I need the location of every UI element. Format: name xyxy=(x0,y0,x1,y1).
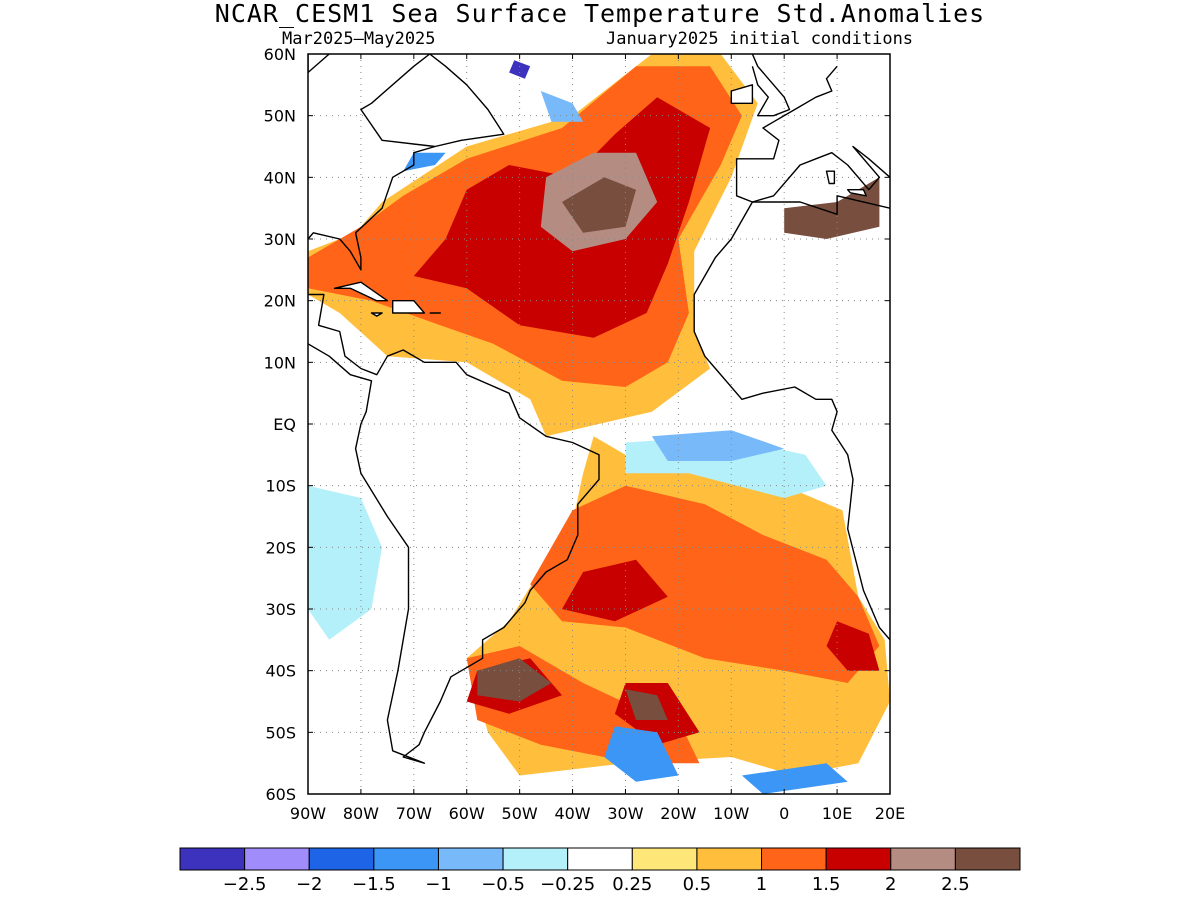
longitude-labels: 90W 80W 70W 60W 50W 40W 30W 20W 10W 0 10E 20E xyxy=(290,54,905,823)
colorbar-swatch xyxy=(825,847,892,871)
lon-label: 20W xyxy=(660,804,696,823)
anomaly-region-22 xyxy=(509,60,531,79)
colorbar-swatch xyxy=(437,847,504,871)
colorbar-label: −0.5 xyxy=(481,874,525,895)
anomaly-region-20 xyxy=(308,485,383,640)
coastline-1 xyxy=(308,54,330,74)
colorbar-swatch xyxy=(567,847,633,871)
lon-label: 0 xyxy=(779,804,789,823)
lon-label: 70W xyxy=(396,804,432,823)
colorbar-label: 0.25 xyxy=(612,874,652,895)
colorbar-label: 1.5 xyxy=(812,874,841,895)
lon-label: 30W xyxy=(607,804,643,823)
lat-label: 60S xyxy=(265,785,296,804)
lat-label: 30S xyxy=(265,600,296,619)
colorbar-label: 2.5 xyxy=(941,874,970,895)
colorbar-swatch xyxy=(179,847,246,871)
coastline-10 xyxy=(735,65,890,203)
lat-label: 20N xyxy=(264,292,296,311)
coastline-9 xyxy=(730,84,754,105)
lat-label: 10N xyxy=(264,353,296,372)
colorbar-label: −2 xyxy=(296,874,323,895)
colorbar-swatch xyxy=(696,847,763,871)
lon-label: 10E xyxy=(822,804,852,823)
anomaly-region-12 xyxy=(477,658,552,702)
lat-label: 40S xyxy=(265,662,296,681)
colorbar-swatch xyxy=(373,847,439,871)
coastline-3 xyxy=(308,293,600,764)
lat-label: 20S xyxy=(265,538,296,557)
anomaly-region-6 xyxy=(562,559,668,622)
anomaly-region-13 xyxy=(625,689,668,720)
coastline-0 xyxy=(360,54,505,148)
colorbar-label: −1.5 xyxy=(352,874,396,895)
anomaly-region-3 xyxy=(530,485,880,683)
coastline-5 xyxy=(392,300,426,314)
coastline-layer xyxy=(308,54,890,764)
colorbar-label: −0.25 xyxy=(540,874,595,895)
coastline-11 xyxy=(693,195,890,641)
colorbar-swatch xyxy=(631,847,698,871)
lon-label: 80W xyxy=(343,804,379,823)
lon-label: 90W xyxy=(290,804,326,823)
initial-conditions: January2025 initial conditions xyxy=(606,29,914,49)
coastline-4 xyxy=(333,281,389,302)
lat-label: 50N xyxy=(264,107,296,126)
colorbar-swatch xyxy=(761,847,827,871)
anomaly-region-16 xyxy=(651,430,785,461)
map-title: NCAR_CESM1 Sea Surface Temperature Std.A… xyxy=(214,0,986,28)
colorbar-swatch xyxy=(890,847,956,871)
colorbar-label: −2.5 xyxy=(223,874,267,895)
colorbar-swatch xyxy=(244,847,310,871)
latitude-labels: 60N 50N 40N 30N 20N 10N EQ 10S 20S 30S 40S 50S 60S xyxy=(264,45,890,804)
lon-label: 60W xyxy=(449,804,485,823)
anomaly-region-9 xyxy=(826,621,880,671)
lat-label: 60N xyxy=(264,45,296,64)
colorbar-swatch xyxy=(308,847,375,871)
coastline-7 xyxy=(370,312,383,317)
anomaly-region-18 xyxy=(741,763,848,794)
lon-label: 10W xyxy=(713,804,749,823)
colorbar-swatch xyxy=(502,847,569,871)
colorbar-label: 2 xyxy=(885,874,896,895)
colorbar: −2.5 −2 −1.5 −1 −0.5 −0.25 0.25 0.5 1 1.5 2 2.5 xyxy=(179,847,1021,895)
coastline-8 xyxy=(751,54,791,117)
lon-label: 50W xyxy=(502,804,538,823)
lon-label: 20E xyxy=(875,804,905,823)
lat-label: 30N xyxy=(264,230,296,249)
lat-label: 50S xyxy=(265,723,296,742)
anomaly-region-11 xyxy=(562,177,636,233)
anomaly-region-17 xyxy=(604,726,679,782)
colorbar-label: 0.5 xyxy=(683,874,712,895)
lat-label: 40N xyxy=(264,168,296,187)
lon-label: 40W xyxy=(554,804,590,823)
forecast-period: Mar2025–May2025 xyxy=(282,29,436,49)
coastline-13 xyxy=(847,188,867,197)
coastline-12 xyxy=(825,170,836,185)
colorbar-label: 1 xyxy=(756,874,767,895)
colorbar-swatch xyxy=(954,847,1021,871)
coastline-2 xyxy=(308,145,436,271)
lat-label: 10S xyxy=(265,477,296,496)
colorbar-label: −1 xyxy=(425,874,452,895)
lat-label: EQ xyxy=(273,415,296,434)
